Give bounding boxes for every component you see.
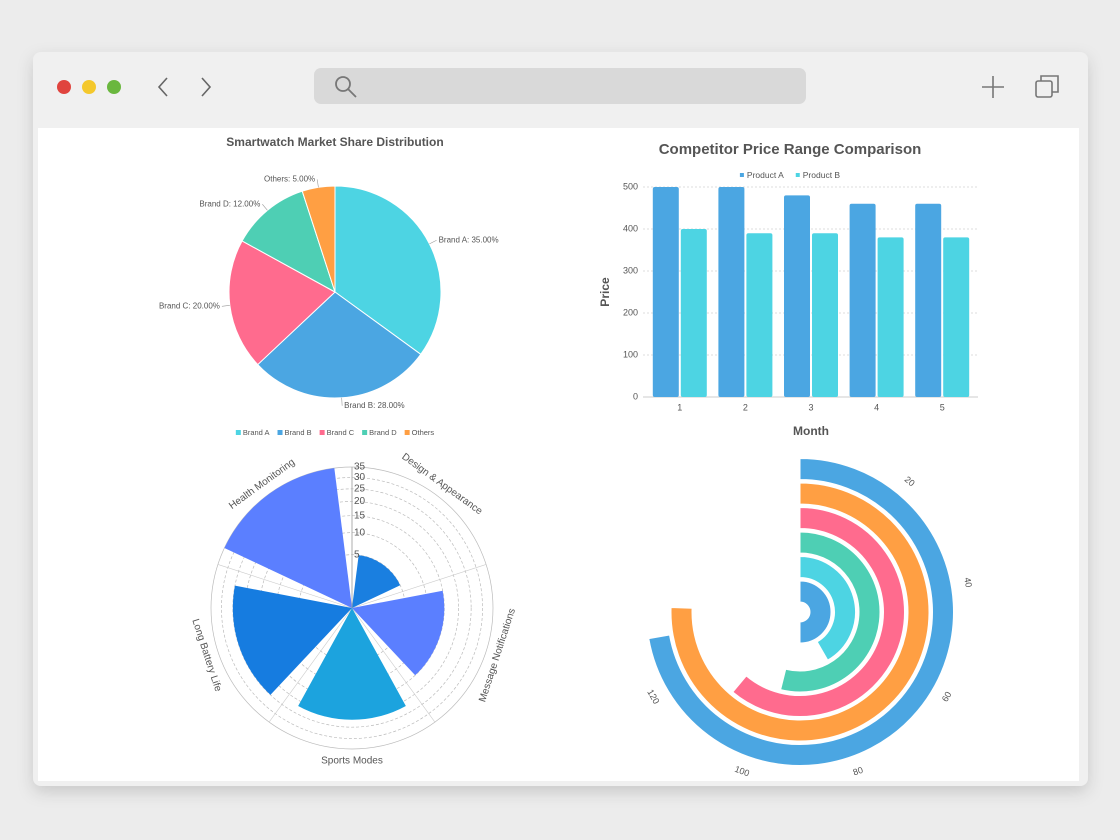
- legend: Brand A Brand B Brand C Brand D Others: [235, 428, 435, 437]
- leader-line: [262, 203, 268, 211]
- bar: [877, 237, 904, 397]
- r-tick-label: 20: [354, 496, 366, 507]
- angle-tick-label: 40: [962, 577, 974, 589]
- radial-bar: [799, 580, 832, 644]
- r-tick-label: 30: [354, 472, 366, 483]
- y-tick-label: 100: [623, 349, 638, 359]
- x-axis-label: Month: [793, 424, 829, 438]
- spoke: [268, 607, 353, 723]
- bar: [812, 233, 838, 397]
- data-label: Brand B: 28.00%: [344, 401, 404, 410]
- grid-circle: [259, 515, 445, 701]
- maximize-button[interactable]: [107, 80, 121, 94]
- legend-label: Brand A: [243, 428, 270, 437]
- x-tick-label: 1: [677, 402, 682, 412]
- chart-title: Smartwatch Market Share Distribution: [226, 135, 443, 149]
- polar-bar: [352, 555, 401, 608]
- grid-circle: [221, 477, 483, 739]
- forward-button[interactable]: [201, 77, 212, 97]
- bar: [718, 187, 745, 397]
- data-label: Brand A: 35.00%: [439, 235, 499, 244]
- bar: [746, 233, 773, 397]
- y-tick-label: 0: [633, 391, 638, 401]
- bar: [943, 237, 970, 397]
- angle-tick-label: 100: [733, 764, 751, 779]
- legend-swatch: [235, 430, 241, 435]
- leader-line: [341, 397, 343, 406]
- leader-line: [429, 239, 437, 245]
- legend-label: Brand C: [327, 428, 355, 437]
- y-axis-label: Price: [598, 277, 612, 307]
- radial-bar: [670, 482, 930, 742]
- y-tick-label: 300: [623, 265, 638, 275]
- r-tick-label: 25: [354, 483, 366, 494]
- x-tick-label: 2: [743, 402, 748, 412]
- back-button[interactable]: [157, 77, 168, 97]
- legend: Product A Product B: [739, 170, 841, 180]
- legend-label: Product B: [803, 170, 841, 180]
- angle-tick-label: 20: [903, 474, 917, 488]
- radial-bar: [732, 506, 905, 717]
- polar-bar: [232, 585, 352, 695]
- leader-line: [316, 179, 319, 188]
- category-label: Sports Modes: [321, 756, 383, 767]
- data-label: Brand C: 20.00%: [159, 301, 220, 310]
- legend-label: Brand B: [285, 428, 312, 437]
- r-tick-label: 10: [354, 527, 366, 538]
- polar-bar: [224, 468, 352, 608]
- bar: [652, 187, 679, 397]
- bar: [680, 229, 707, 397]
- x-tick-label: 3: [808, 402, 813, 412]
- angle-tick-label: 80: [852, 765, 865, 778]
- bar: [849, 203, 876, 397]
- r-tick-label: 5: [354, 549, 360, 560]
- new-tab-button[interactable]: [982, 76, 1004, 98]
- y-tick-label: 400: [623, 223, 638, 233]
- x-tick-label: 5: [940, 402, 945, 412]
- x-tick-label: 4: [874, 402, 879, 412]
- legend-swatch: [404, 430, 410, 435]
- legend-label: Product A: [747, 170, 784, 180]
- radial-bar: [780, 531, 881, 693]
- legend-label: Brand D: [369, 428, 397, 437]
- legend-swatch: [362, 430, 368, 435]
- legend-swatch: [795, 173, 800, 177]
- legend-swatch: [277, 430, 283, 435]
- bar: [784, 195, 810, 397]
- legend-swatch: [739, 173, 744, 177]
- spoke: [351, 564, 487, 609]
- spoke: [351, 607, 436, 723]
- tabs-button[interactable]: [1035, 75, 1059, 98]
- r-tick-label: 35: [354, 462, 366, 473]
- y-tick-label: 500: [623, 181, 638, 191]
- close-button[interactable]: [57, 80, 71, 94]
- radial-bar: [648, 457, 954, 766]
- spoke: [217, 564, 353, 609]
- address-bar[interactable]: [314, 68, 806, 104]
- legend-label: Others: [412, 428, 435, 437]
- chart-title: Competitor Price Range Comparison: [659, 141, 922, 158]
- leader-line: [221, 304, 230, 307]
- data-label: Brand D: 12.00%: [199, 199, 260, 208]
- data-label: Others: 5.00%: [264, 175, 315, 184]
- angle-tick-label: 60: [940, 690, 954, 704]
- y-tick-label: 200: [623, 307, 638, 317]
- polar-bar: [352, 590, 445, 676]
- bar: [915, 203, 942, 397]
- search-icon: [335, 76, 357, 98]
- minimize-button[interactable]: [82, 80, 96, 94]
- legend-swatch: [319, 430, 325, 435]
- polar-bar: [298, 608, 406, 720]
- r-tick-label: 15: [354, 510, 366, 521]
- radial-bar: [799, 555, 856, 661]
